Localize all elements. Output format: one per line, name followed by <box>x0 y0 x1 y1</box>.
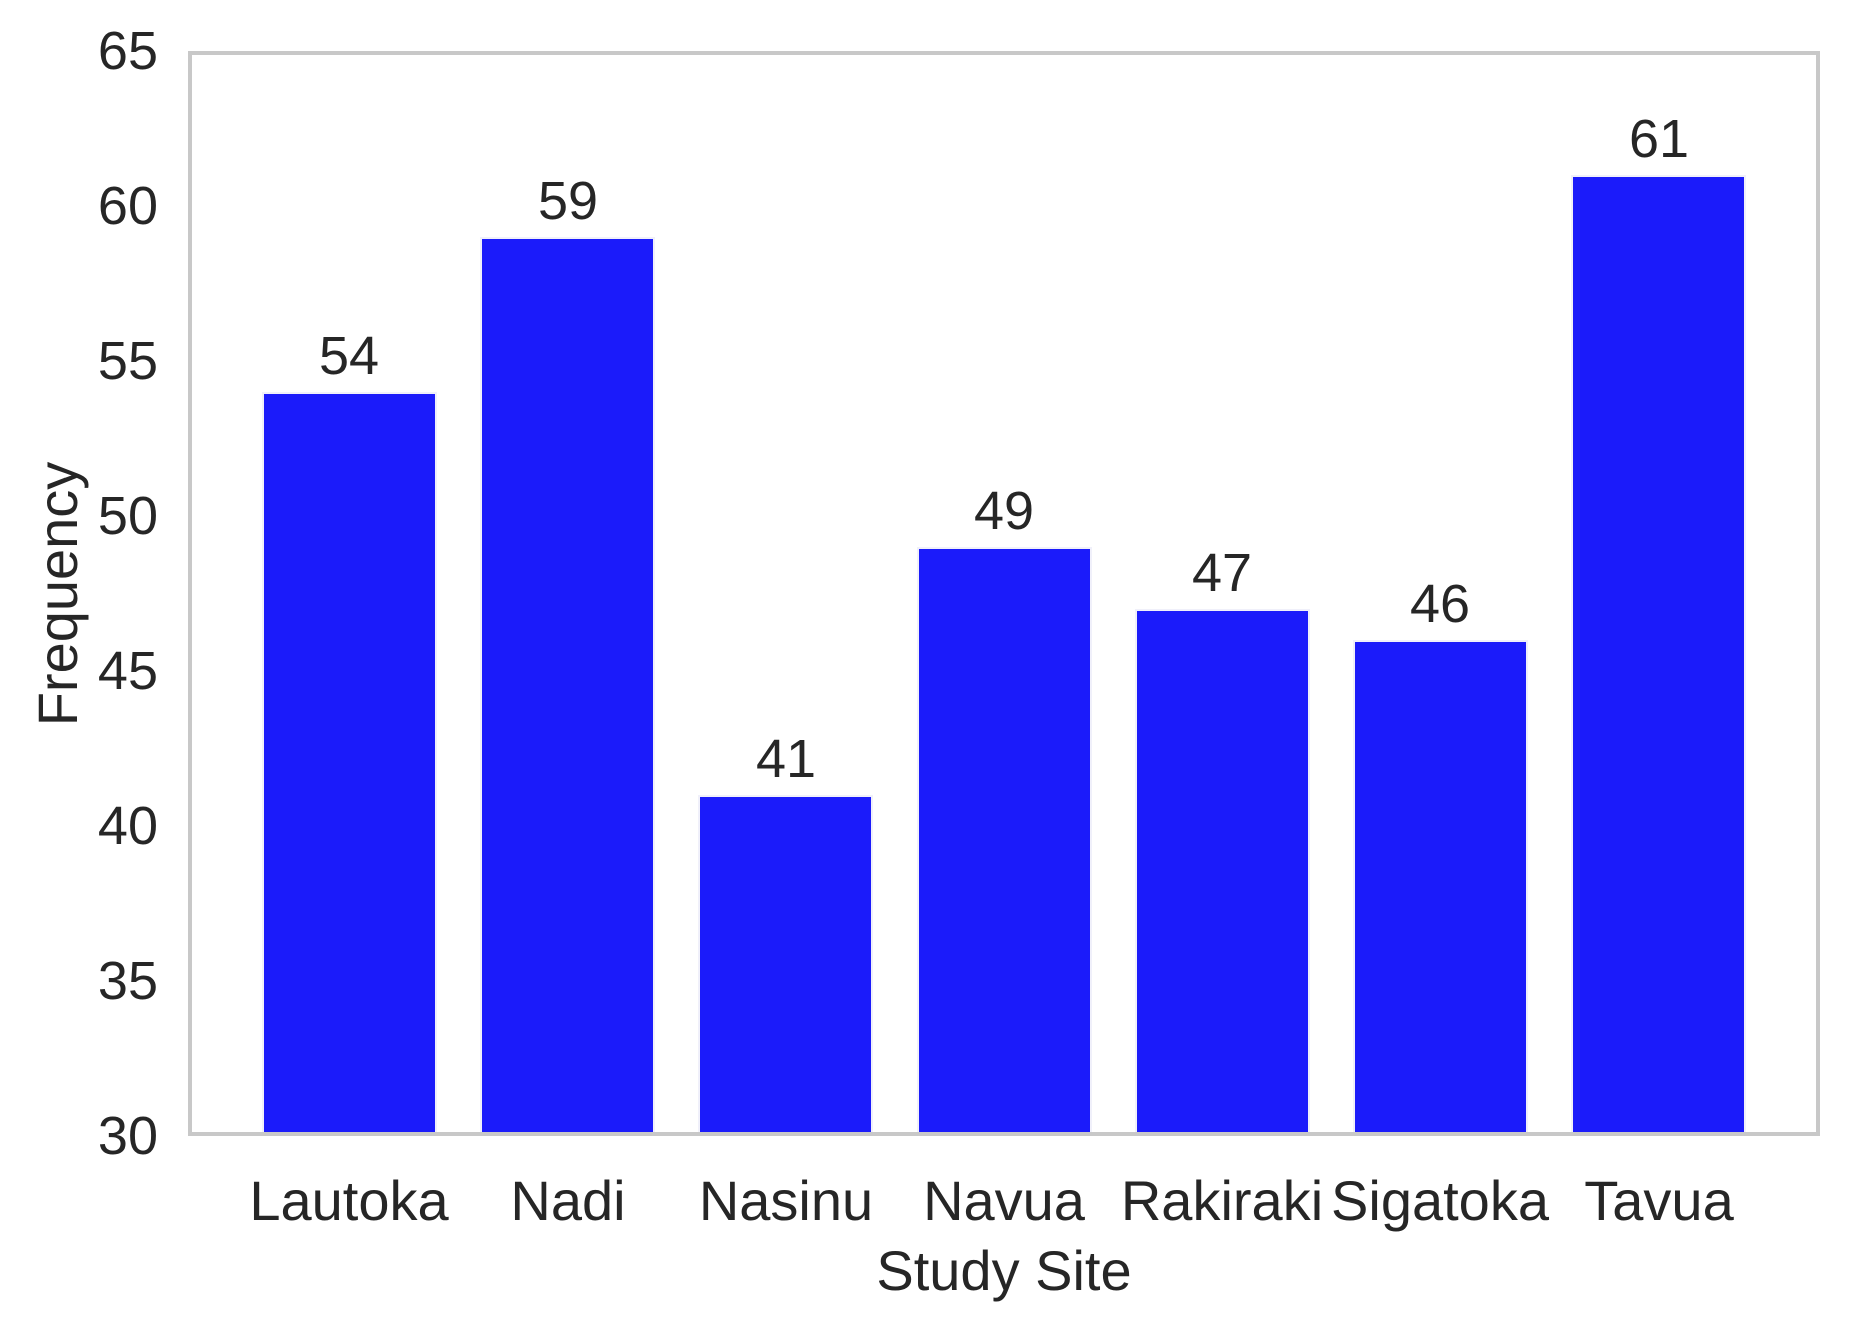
x-tick-label: Lautoka <box>249 1169 449 1232</box>
x-tick-label: Nasinu <box>698 1169 874 1232</box>
bar <box>698 795 873 1132</box>
y-tick-label: 60 <box>97 176 158 236</box>
y-tick-label: 40 <box>97 796 158 856</box>
bar <box>480 237 655 1132</box>
y-tick-label: 35 <box>97 951 158 1011</box>
bar-value-label: 47 <box>1191 543 1253 603</box>
x-axis-title: Study Site <box>876 1239 1132 1302</box>
x-tick-label: Rakiraki <box>1120 1169 1324 1232</box>
bar <box>917 547 1092 1132</box>
y-tick-label: 30 <box>97 1106 158 1166</box>
bar <box>1353 640 1528 1132</box>
x-tick-label: Nadi <box>510 1169 626 1232</box>
bar-value-label: 41 <box>755 729 817 789</box>
x-tick-label: Navua <box>923 1169 1085 1232</box>
bar-value-label: 49 <box>973 481 1035 541</box>
x-tick-label: Sigatoka <box>1331 1169 1549 1232</box>
bar <box>1571 175 1746 1132</box>
bar-value-label: 61 <box>1628 109 1690 169</box>
bar-value-label: 59 <box>537 171 599 231</box>
y-tick-label: 45 <box>97 641 158 701</box>
bar <box>262 392 437 1132</box>
y-tick-label: 50 <box>97 486 158 546</box>
bar-value-label: 46 <box>1409 574 1471 634</box>
bar <box>1135 609 1310 1132</box>
x-tick-label: Tavua <box>1584 1169 1734 1232</box>
y-tick-label: 65 <box>97 21 158 81</box>
bar-value-label: 54 <box>318 326 380 386</box>
y-tick-label: 55 <box>97 331 158 391</box>
